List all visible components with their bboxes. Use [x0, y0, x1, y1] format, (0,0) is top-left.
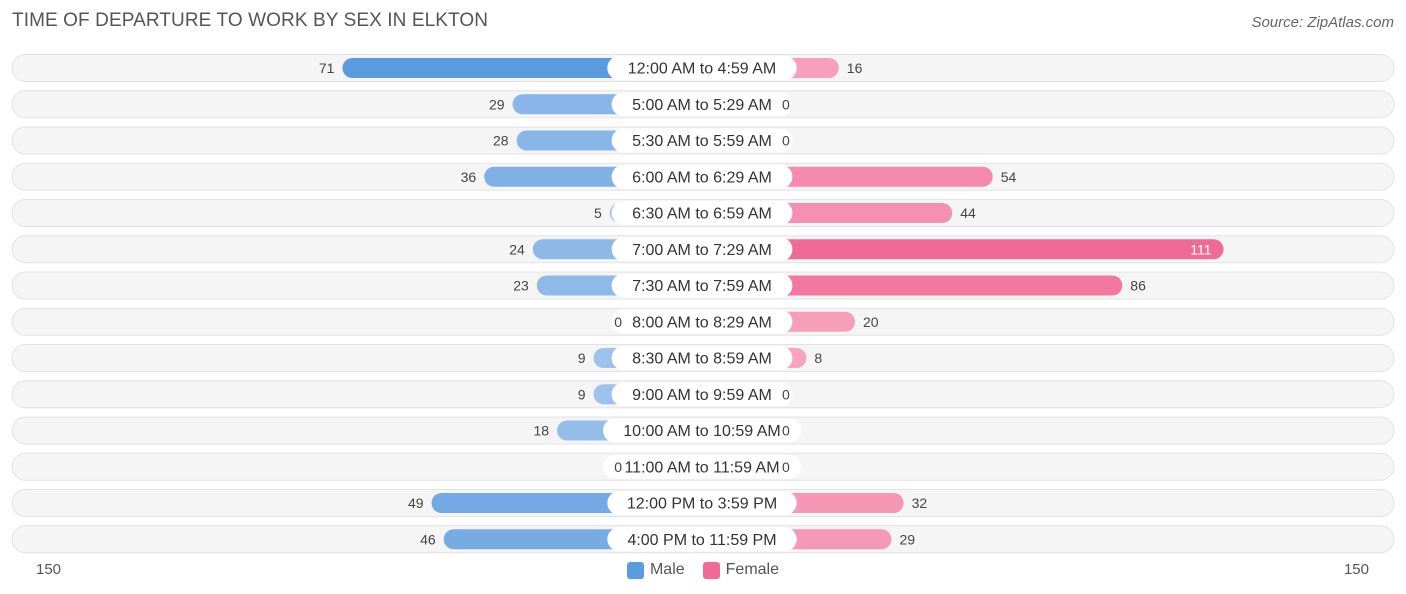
category-pill — [611, 201, 793, 225]
category-label: 6:00 AM to 6:29 AM — [632, 169, 772, 186]
category-pill — [607, 491, 797, 515]
male-value-label: 9 — [578, 386, 586, 402]
female-value-label: 0 — [782, 459, 790, 475]
female-bar — [692, 275, 1123, 296]
male-value-label: 49 — [408, 495, 424, 511]
category-label: 5:30 AM to 5:59 AM — [632, 133, 772, 150]
category-label: 4:00 PM to 11:59 PM — [627, 532, 776, 549]
category-label: 12:00 PM to 3:59 PM — [627, 496, 777, 513]
category-label: 9:00 AM to 9:59 AM — [632, 387, 772, 404]
male-value-label: 5 — [594, 205, 602, 221]
female-value-label: 86 — [1130, 278, 1146, 294]
legend-female-label: Female — [725, 561, 780, 578]
female-value-label: 111 — [1190, 241, 1211, 257]
category-pill — [607, 527, 797, 552]
category-label: 7:00 AM to 7:29 AM — [632, 242, 772, 259]
female-value-label: 0 — [782, 96, 790, 112]
male-value-label: 9 — [578, 350, 586, 366]
category-label: 11:00 AM to 11:59 AM — [624, 459, 779, 476]
female-value-label: 44 — [960, 205, 976, 221]
category-label: 10:00 AM to 10:59 AM — [623, 423, 780, 440]
category-label: 8:00 AM to 8:29 AM — [632, 314, 772, 331]
male-value-label: 23 — [513, 278, 529, 294]
category-pill — [603, 454, 801, 479]
female-value-label: 8 — [814, 350, 822, 366]
chart-title: TIME OF DEPARTURE TO WORK BY SEX IN ELKT… — [12, 10, 489, 31]
source-label: Source: ZipAtlas.com — [1251, 14, 1394, 31]
category-pill — [607, 56, 797, 80]
category-label: 7:30 AM to 7:59 AM — [632, 278, 772, 295]
female-value-label: 32 — [912, 495, 928, 511]
female-value-label: 54 — [1001, 169, 1017, 185]
axis-right-label: 150 — [1343, 561, 1369, 578]
male-value-label: 46 — [420, 531, 436, 547]
category-pill — [611, 237, 793, 262]
female-swatch — [702, 561, 720, 579]
male-value-label: 28 — [493, 133, 509, 149]
category-pill — [611, 382, 793, 407]
legend-item-male[interactable]: Male — [626, 561, 685, 579]
male-value-label: 18 — [534, 423, 550, 439]
chart-canvas: 12:00 AM to 4:59 AM 71 16 5:00 AM to 5:29 A… — [11, 54, 1395, 554]
female-value-label: 20 — [863, 314, 879, 330]
female-value-label: 0 — [782, 133, 790, 149]
category-label: 6:30 AM to 6:59 AM — [632, 206, 772, 223]
male-swatch — [626, 561, 644, 579]
male-value-label: 71 — [319, 60, 335, 76]
female-value-label: 16 — [847, 60, 863, 76]
legend-male-label: Male — [649, 561, 685, 578]
category-pill — [611, 92, 793, 117]
category-label: 5:00 AM to 5:29 AM — [632, 97, 772, 114]
male-value-label: 24 — [509, 241, 525, 257]
category-label: 12:00 AM to 4:59 AM — [628, 61, 777, 78]
category-pill — [611, 273, 793, 298]
category-pill — [611, 164, 793, 189]
male-value-label: 0 — [614, 314, 622, 330]
legend: Male Female — [0, 561, 1406, 579]
axis-left-label: 150 — [36, 561, 62, 578]
female-value-label: 0 — [782, 423, 790, 439]
category-pill — [611, 309, 793, 334]
female-value-label: 0 — [782, 386, 790, 402]
category-label: 8:30 AM to 8:59 AM — [632, 351, 772, 368]
female-bar — [692, 239, 1224, 260]
legend-item-female[interactable]: Female — [702, 561, 780, 579]
category-pill — [611, 128, 793, 153]
category-pill — [611, 346, 793, 370]
category-pill — [603, 418, 801, 443]
female-value-label: 29 — [899, 531, 915, 547]
male-value-label: 29 — [489, 96, 505, 112]
male-value-label: 36 — [461, 169, 477, 185]
male-value-label: 0 — [614, 459, 622, 475]
